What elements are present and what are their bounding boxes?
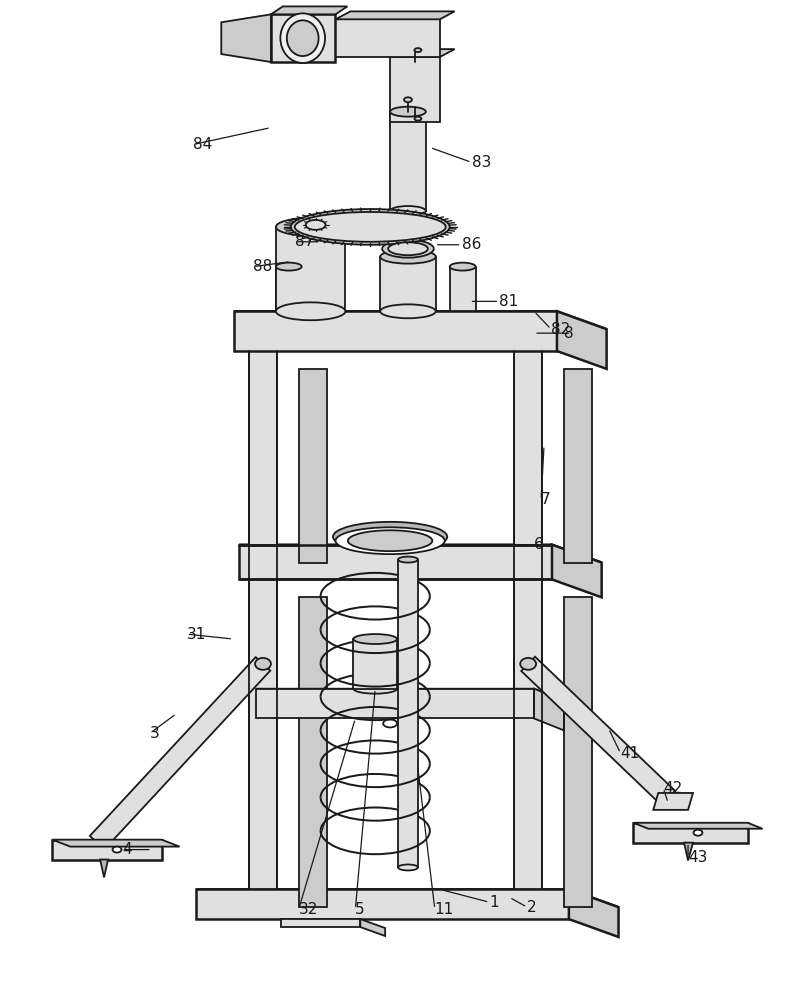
Polygon shape [569, 889, 619, 937]
Ellipse shape [294, 212, 446, 242]
Ellipse shape [276, 263, 302, 271]
Ellipse shape [414, 48, 422, 52]
Text: 43: 43 [688, 850, 707, 865]
Polygon shape [234, 311, 607, 329]
Text: 3: 3 [150, 726, 160, 741]
Ellipse shape [348, 530, 432, 551]
Polygon shape [398, 560, 418, 867]
Polygon shape [196, 889, 619, 907]
Ellipse shape [693, 830, 702, 836]
Polygon shape [256, 689, 564, 701]
Ellipse shape [291, 209, 449, 245]
Polygon shape [281, 919, 360, 927]
Ellipse shape [404, 216, 412, 221]
Text: 87: 87 [294, 234, 314, 249]
Polygon shape [390, 57, 440, 122]
Ellipse shape [255, 658, 271, 670]
Ellipse shape [388, 242, 428, 255]
Ellipse shape [382, 240, 434, 258]
Text: 1: 1 [489, 895, 499, 910]
Polygon shape [336, 11, 455, 19]
Polygon shape [654, 793, 693, 810]
Polygon shape [276, 227, 345, 311]
Text: 84: 84 [194, 137, 212, 152]
Text: 11: 11 [435, 902, 454, 917]
Polygon shape [239, 545, 552, 579]
Polygon shape [354, 639, 397, 689]
Polygon shape [196, 889, 569, 919]
Polygon shape [249, 579, 277, 889]
Polygon shape [390, 49, 455, 57]
Ellipse shape [333, 522, 447, 552]
Polygon shape [271, 6, 347, 14]
Polygon shape [336, 19, 440, 57]
Text: 32: 32 [298, 902, 318, 917]
Text: 88: 88 [253, 259, 272, 274]
Polygon shape [449, 267, 475, 311]
Text: 2: 2 [527, 900, 537, 915]
Ellipse shape [449, 263, 475, 271]
Polygon shape [564, 597, 592, 907]
Polygon shape [552, 545, 602, 597]
Text: 31: 31 [187, 627, 206, 642]
Polygon shape [521, 657, 675, 805]
Polygon shape [557, 311, 607, 369]
Polygon shape [390, 112, 426, 211]
Polygon shape [298, 597, 327, 907]
Ellipse shape [354, 684, 397, 694]
Polygon shape [239, 545, 602, 563]
Polygon shape [514, 579, 542, 889]
Ellipse shape [380, 304, 436, 318]
Polygon shape [53, 840, 161, 860]
Polygon shape [234, 311, 557, 351]
Ellipse shape [303, 218, 328, 232]
Text: 42: 42 [663, 781, 683, 796]
Text: 86: 86 [461, 237, 481, 252]
Polygon shape [221, 14, 271, 62]
Polygon shape [633, 823, 762, 829]
Ellipse shape [398, 557, 418, 563]
Polygon shape [298, 369, 327, 563]
Ellipse shape [336, 527, 444, 554]
Ellipse shape [398, 864, 418, 870]
Ellipse shape [281, 13, 325, 63]
Polygon shape [684, 843, 693, 861]
Text: 7: 7 [541, 492, 551, 508]
Polygon shape [53, 840, 179, 847]
Polygon shape [534, 689, 564, 730]
Polygon shape [380, 257, 436, 311]
Text: 83: 83 [471, 155, 491, 170]
Ellipse shape [520, 658, 536, 670]
Polygon shape [100, 860, 108, 877]
Polygon shape [90, 657, 270, 849]
Text: 41: 41 [620, 746, 640, 761]
Text: 6: 6 [534, 537, 544, 552]
Ellipse shape [383, 719, 397, 727]
Ellipse shape [276, 218, 345, 236]
Ellipse shape [390, 107, 426, 117]
Ellipse shape [404, 97, 412, 102]
Polygon shape [564, 369, 592, 563]
Text: 81: 81 [500, 294, 518, 309]
Polygon shape [514, 351, 542, 545]
Ellipse shape [354, 634, 397, 644]
Polygon shape [360, 919, 385, 936]
Polygon shape [633, 823, 748, 843]
Ellipse shape [287, 20, 319, 56]
Polygon shape [276, 267, 302, 311]
Ellipse shape [276, 302, 345, 320]
Polygon shape [271, 14, 336, 62]
Ellipse shape [306, 220, 325, 230]
Ellipse shape [414, 117, 422, 121]
Text: 8: 8 [564, 326, 573, 341]
Text: 4: 4 [122, 842, 131, 857]
Polygon shape [256, 689, 534, 718]
Text: 82: 82 [551, 322, 570, 337]
Ellipse shape [380, 250, 436, 264]
Ellipse shape [113, 847, 122, 853]
Ellipse shape [390, 206, 426, 216]
Polygon shape [249, 351, 277, 545]
Text: 5: 5 [355, 902, 365, 917]
